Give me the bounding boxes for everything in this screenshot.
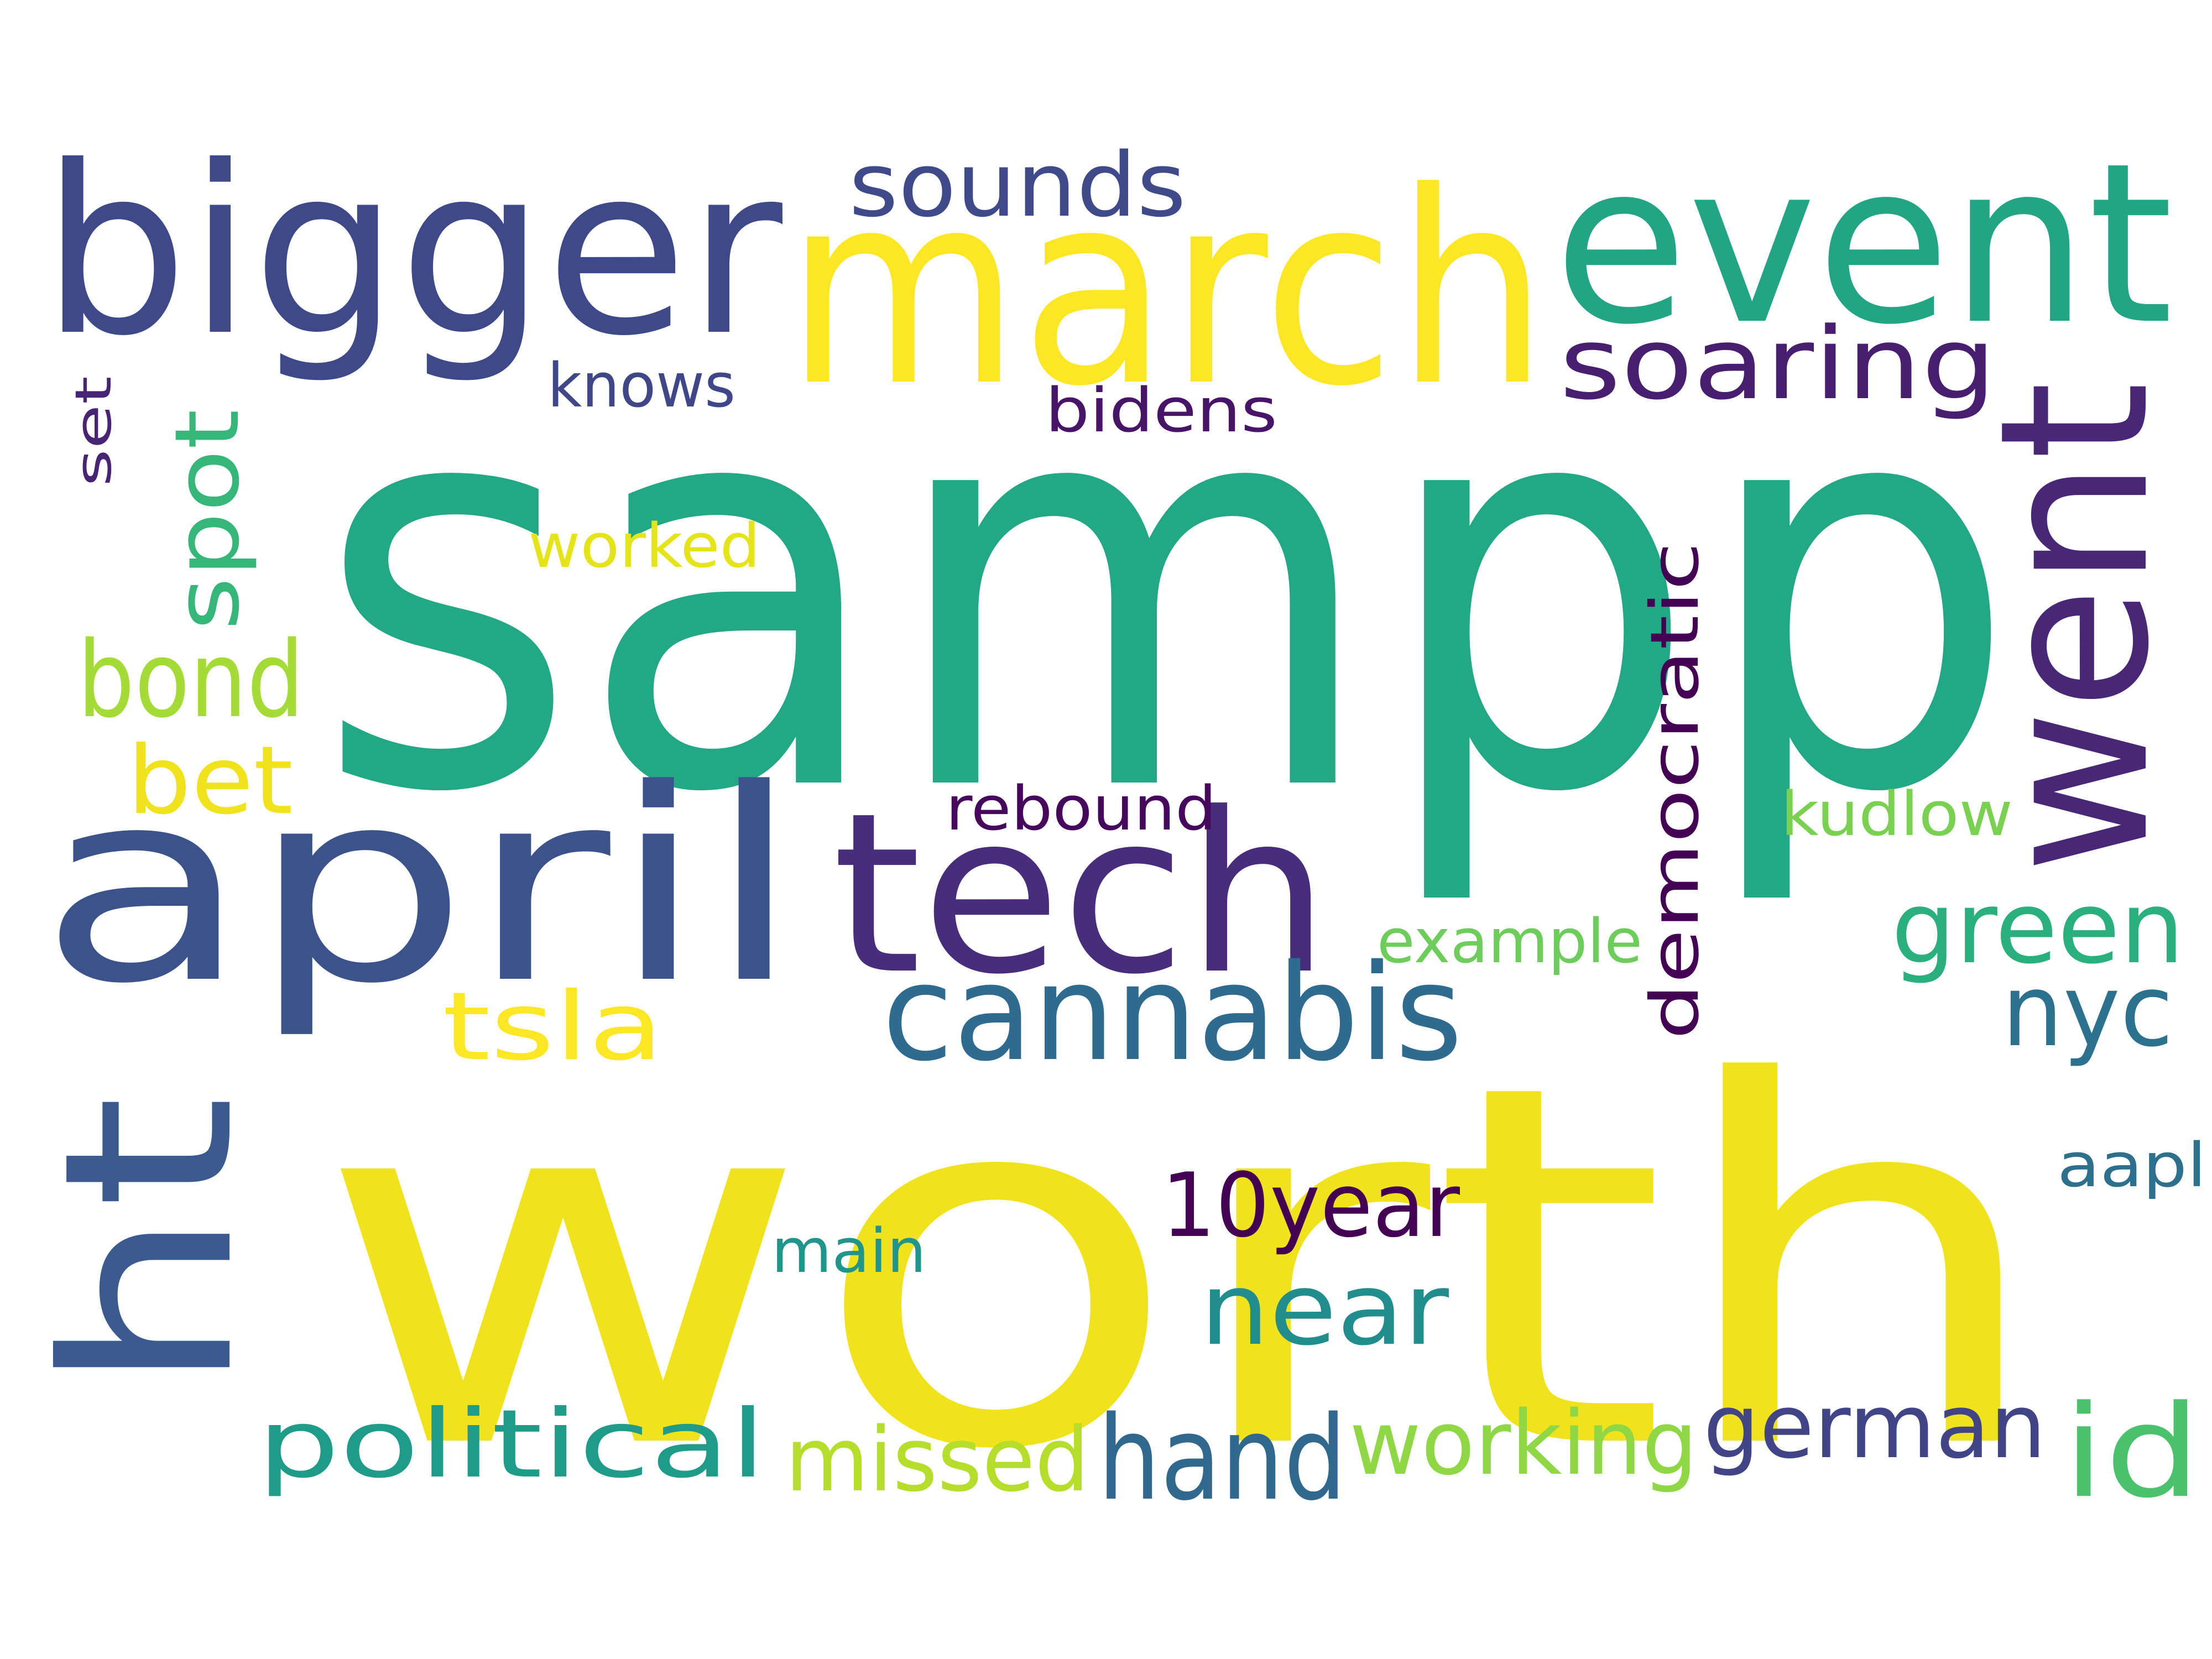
word-worked: worked bbox=[528, 510, 760, 581]
word-aapl: aapl bbox=[2057, 1130, 2206, 1201]
word-rebound: rebound bbox=[946, 773, 1217, 844]
word-april: april bbox=[39, 733, 802, 1042]
word-hand: hand bbox=[1098, 1391, 1347, 1526]
word-10year: 10year bbox=[1161, 1154, 1460, 1257]
word-green: green bbox=[1891, 870, 2184, 986]
word-working: working bbox=[1349, 1391, 1698, 1495]
word-kudlow: kudlow bbox=[1781, 779, 2013, 849]
word-bet: bet bbox=[127, 726, 293, 836]
word-ht: ht bbox=[14, 1095, 285, 1394]
word-soaring: soaring bbox=[1559, 306, 1996, 422]
word-knows: knows bbox=[547, 350, 735, 421]
word-near: near bbox=[1200, 1252, 1449, 1368]
word-id: id bbox=[2063, 1379, 2201, 1526]
word-cannabis: cannabis bbox=[882, 936, 1463, 1091]
word-sampp: sampp bbox=[315, 269, 2018, 913]
word-tech: tech bbox=[832, 766, 1330, 1023]
word-set: set bbox=[65, 376, 123, 487]
word-missed: missed bbox=[785, 1408, 1089, 1511]
word-march: march bbox=[785, 135, 1548, 445]
word-political: political bbox=[257, 1390, 766, 1499]
word-spot: spot bbox=[155, 409, 259, 630]
word-bond: bond bbox=[77, 619, 304, 741]
word-german: german bbox=[1703, 1375, 2046, 1478]
word-bidens: bidens bbox=[1045, 375, 1277, 446]
word-worth: worth bbox=[315, 979, 2052, 1558]
word-nyc: nyc bbox=[2002, 953, 2173, 1069]
word-bigger: bigger bbox=[41, 117, 785, 387]
word-event: event bbox=[1554, 116, 2173, 373]
word-sounds: sounds bbox=[849, 133, 1186, 237]
word-main: main bbox=[771, 1215, 926, 1286]
word-went: went bbox=[1957, 382, 2194, 874]
word-example: example bbox=[1377, 906, 1642, 977]
word-tsla: tsla bbox=[442, 972, 664, 1082]
word-democratic: democratic bbox=[1637, 542, 1714, 1040]
